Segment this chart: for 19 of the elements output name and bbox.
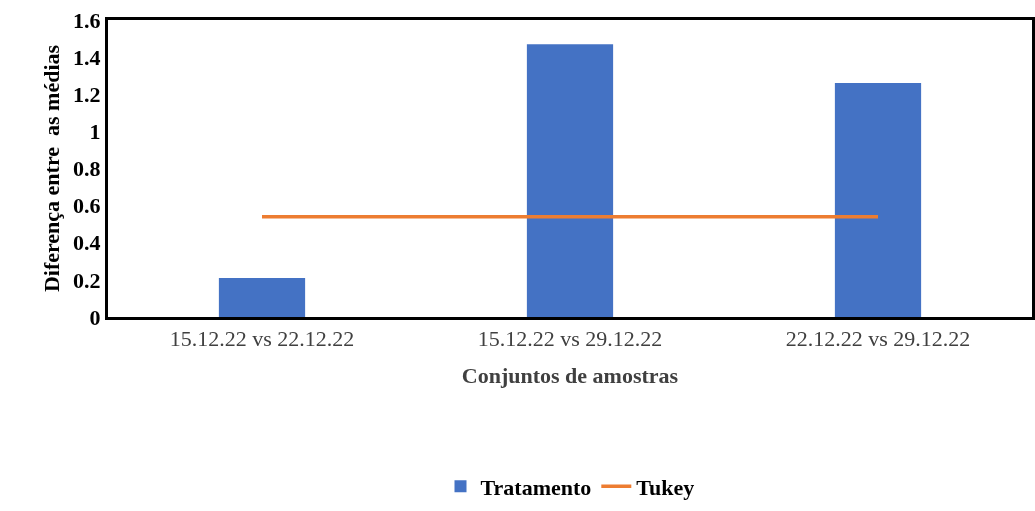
y-tick-label: 0.4 bbox=[73, 230, 101, 256]
y-tick-label: 0.6 bbox=[73, 193, 101, 219]
y-tick-label: 0.2 bbox=[73, 267, 101, 293]
bar bbox=[526, 44, 614, 317]
y-tick-label: 1.6 bbox=[73, 7, 101, 33]
y-tick-label: 0 bbox=[89, 304, 101, 330]
y-axis-title: Diferença entre as médias bbox=[38, 44, 64, 293]
x-tick-label: 22.12.22 vs 29.12.22 bbox=[785, 326, 971, 352]
x-axis-title: Conjuntos de amostras bbox=[461, 363, 679, 389]
legend-label: Tukey bbox=[636, 474, 695, 500]
x-tick-label: 15.12.22 vs 29.12.22 bbox=[477, 326, 663, 352]
y-tick-label: 0.8 bbox=[73, 156, 101, 182]
y-tick-label: 1 bbox=[89, 119, 101, 145]
y-tick-label: 1.4 bbox=[73, 44, 101, 70]
bar bbox=[834, 83, 922, 317]
legend-label: Tratamento bbox=[480, 474, 592, 500]
y-tick-label: 1.2 bbox=[73, 81, 101, 107]
x-tick-label: 15.12.22 vs 22.12.22 bbox=[169, 326, 355, 352]
bar bbox=[218, 278, 306, 317]
